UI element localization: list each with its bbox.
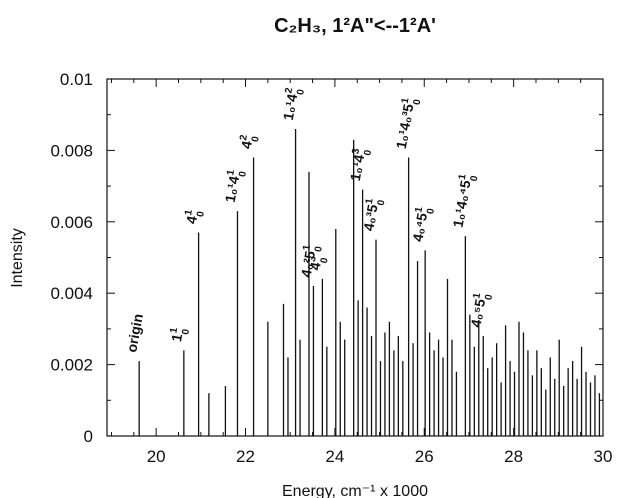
band-label: 420 <box>237 133 262 151</box>
band-label: 410 <box>182 208 207 226</box>
band-label: 1₀¹420 <box>279 86 307 123</box>
band-label: 4₀⁵510 <box>466 291 495 329</box>
y-tick-label: 0.006 <box>50 213 93 232</box>
y-tick-label: 0.002 <box>50 356 93 375</box>
y-axis-title: Intensity <box>9 228 26 288</box>
band-label: 1₀¹430 <box>346 147 374 184</box>
x-tick-label: 24 <box>325 447 344 466</box>
x-tick-label: 26 <box>415 447 434 466</box>
x-axis-title: Energy, cm⁻¹ x 1000 <box>282 483 428 498</box>
x-tick-label: 30 <box>594 447 613 466</box>
band-label: origin <box>123 312 146 353</box>
band-label: 4₀³510 <box>359 197 387 234</box>
y-tick-label: 0 <box>84 427 93 446</box>
y-tick-label: 0.01 <box>60 70 93 89</box>
spectral-lines <box>138 128 601 436</box>
plot-frame <box>106 78 604 437</box>
band-label: 1₀¹410 <box>221 168 249 205</box>
band-label: 1₀¹4₀³510 <box>392 96 424 151</box>
y-tick-label: 0.004 <box>50 284 93 303</box>
x-tick-label: 20 <box>147 447 166 466</box>
band-label: 430 <box>306 254 331 272</box>
plot-border <box>106 78 604 437</box>
band-label: 4₀²510 <box>297 243 325 280</box>
band-label: 110 <box>167 326 192 344</box>
y-tick-label: 0.008 <box>50 141 93 160</box>
x-axis-ticks: 20 22 24 26 28 30 <box>110 79 613 466</box>
band-label: 1₀¹4₀⁴510 <box>449 172 481 229</box>
chart-title: C₂H₃, 1²A"<--1²A' <box>274 15 436 37</box>
x-tick-label: 22 <box>236 447 255 466</box>
x-tick-label: 28 <box>504 447 523 466</box>
y-axis-ticks: 0 0.002 0.004 0.006 0.008 0.01 <box>50 70 603 446</box>
band-label: 4₀⁴510 <box>408 205 437 244</box>
